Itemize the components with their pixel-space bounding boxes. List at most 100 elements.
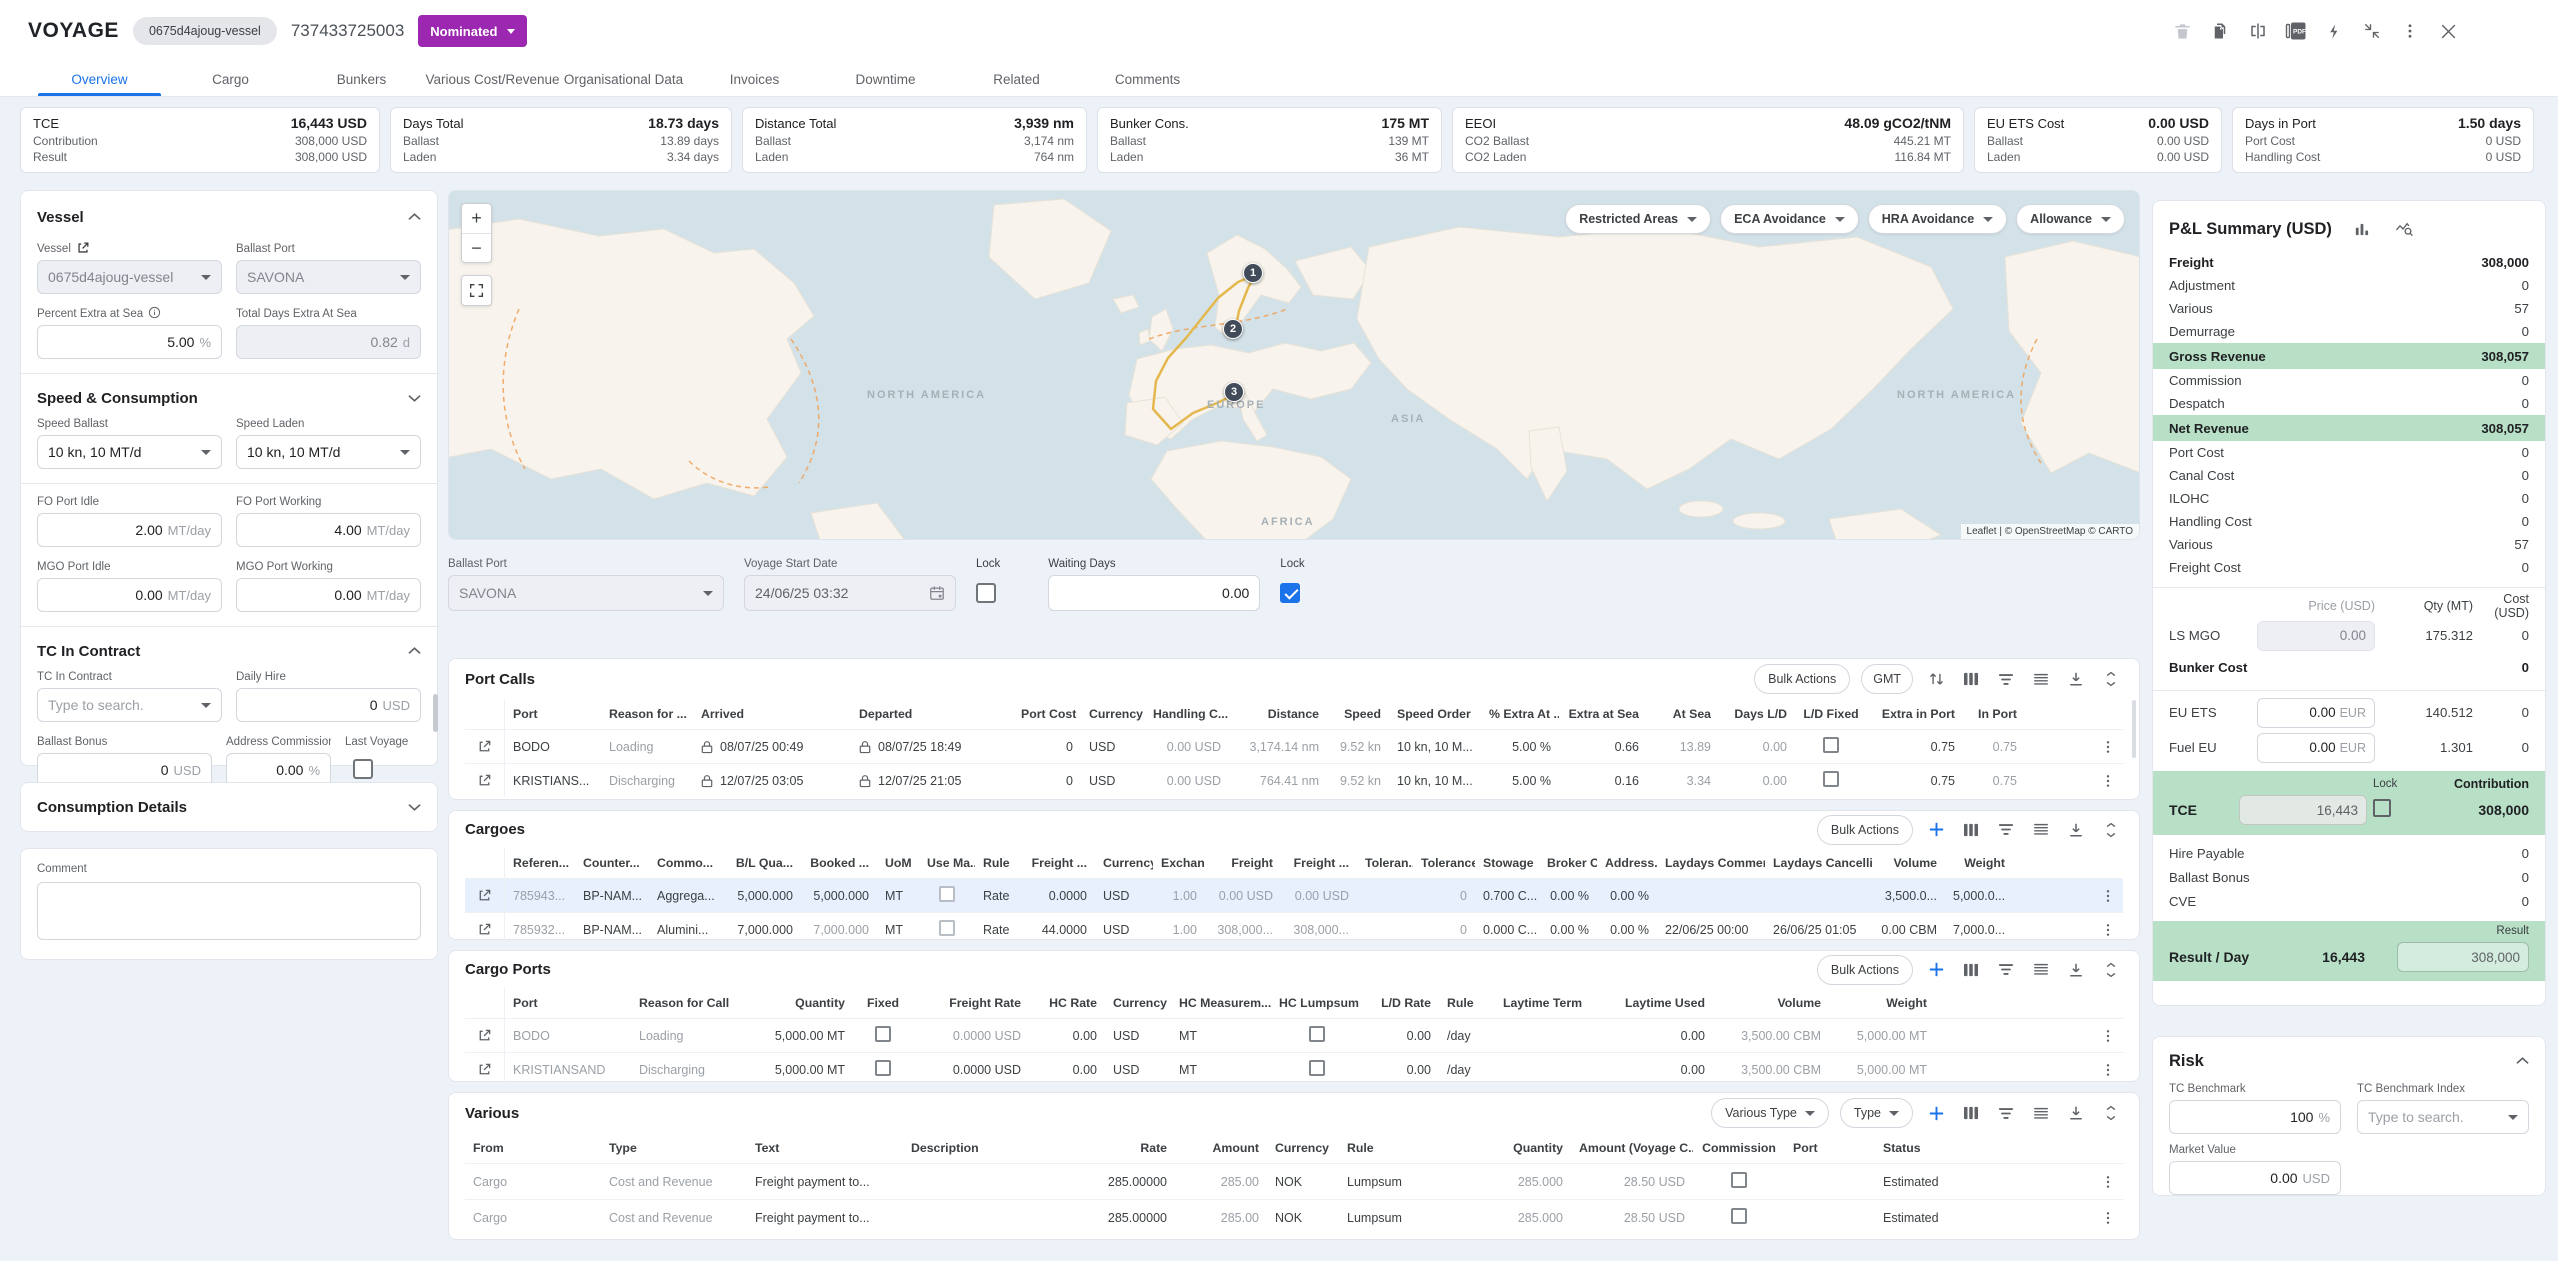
open-record-icon[interactable]	[465, 1053, 505, 1086]
collapse-window-icon[interactable]	[2360, 19, 2384, 43]
left-panel-scrollbar[interactable]	[433, 694, 438, 732]
voyage-start-date-input[interactable]: 24/06/25 03:32	[744, 575, 956, 611]
col-rule[interactable]: Rule	[1339, 1141, 1479, 1155]
tc-in-contract-select[interactable]: Type to search.	[37, 688, 222, 722]
col-rate[interactable]: Rate	[1049, 1141, 1175, 1155]
open-record-icon[interactable]	[465, 879, 505, 912]
add-various-icon[interactable]	[1924, 1101, 1948, 1125]
col-weight[interactable]: Weight	[1829, 996, 1935, 1010]
col-laydays-cancelling[interactable]: Laydays Cancelling	[1765, 856, 1873, 870]
download-icon[interactable]	[2064, 818, 2088, 842]
col-in-port[interactable]: In Port	[1963, 707, 2025, 721]
col-booked[interactable]: Booked ...	[801, 856, 877, 870]
ballast-port-select[interactable]: SAVONA	[236, 260, 421, 294]
type-dropdown[interactable]: Type	[1840, 1098, 1913, 1128]
row-density-icon[interactable]	[2029, 667, 2053, 691]
various-row[interactable]: Cargo Cost and Revenue Freight payment t…	[465, 1199, 2123, 1235]
col-extra-in-port[interactable]: Extra in Port	[1867, 707, 1963, 721]
quick-actions-icon[interactable]	[2322, 19, 2346, 43]
col-stowage[interactable]: Stowage	[1475, 856, 1539, 870]
col-exchange[interactable]: Exchan...	[1153, 856, 1205, 870]
col-reference[interactable]: Referen...	[505, 856, 575, 870]
ld-fixed-checkbox[interactable]	[1823, 737, 1839, 753]
tc-benchmark-index-select[interactable]: Type to search.	[2357, 1100, 2529, 1134]
col-port-cost[interactable]: Port Cost	[1013, 707, 1081, 721]
start-date-lock-checkbox[interactable]	[976, 583, 996, 603]
col-weight[interactable]: Weight	[1945, 856, 2013, 870]
compare-icon[interactable]	[2246, 19, 2270, 43]
row-menu-icon[interactable]	[2093, 1174, 2123, 1190]
table-scrollbar[interactable]	[2132, 700, 2136, 758]
col-commodity[interactable]: Commo...	[649, 856, 723, 870]
collapse-table-icon[interactable]	[2099, 958, 2123, 982]
col-freight-2[interactable]: Freight ...	[1281, 856, 1357, 870]
col-speed-order[interactable]: Speed Order	[1389, 707, 1481, 721]
percent-extra-input[interactable]: 5.00%	[37, 325, 222, 359]
row-menu-icon[interactable]	[2093, 739, 2123, 755]
hc-lumpsum-checkbox[interactable]	[1309, 1026, 1325, 1042]
col-text[interactable]: Text	[747, 1141, 903, 1155]
ballast-port-select[interactable]: SAVONA	[448, 575, 724, 611]
fo-port-working-input[interactable]: 4.00MT/day	[236, 513, 421, 547]
daily-hire-input[interactable]: 0USD	[236, 688, 421, 722]
col-days-ld[interactable]: Days L/D	[1719, 707, 1795, 721]
port-call-row[interactable]: BODO Loading 08/07/25 00:49 08/07/25 18:…	[465, 729, 2123, 763]
cargo-port-row[interactable]: BODO Loading 5,000.00 MT 0.0000 USD 0.00…	[465, 1018, 2123, 1052]
col-hc-measurement[interactable]: HC Measurem...	[1171, 996, 1271, 1010]
col-bl-quantity[interactable]: B/L Qua...	[723, 856, 801, 870]
add-cargo-icon[interactable]	[1924, 818, 1948, 842]
market-value-input[interactable]: 0.00USD	[2169, 1161, 2341, 1195]
commission-checkbox[interactable]	[1731, 1208, 1747, 1224]
col-reason-for-call[interactable]: Reason for Call	[631, 996, 747, 1010]
col-speed[interactable]: Speed	[1327, 707, 1389, 721]
status-badge-dropdown[interactable]: Nominated	[418, 15, 527, 47]
duplicate-icon[interactable]	[2208, 19, 2232, 43]
delete-icon[interactable]	[2170, 19, 2194, 43]
col-currency[interactable]: Currency	[1267, 1141, 1339, 1155]
col-commission[interactable]: Commission	[1693, 1141, 1785, 1155]
info-icon[interactable]	[148, 306, 161, 322]
fixed-checkbox[interactable]	[875, 1026, 891, 1042]
timezone-button[interactable]: GMT	[1861, 664, 1913, 694]
filter-icon[interactable]	[1994, 818, 2018, 842]
collapse-section-icon[interactable]	[408, 647, 421, 655]
route-map[interactable]: NORTH AMERICA EUROPE ASIA AFRICA NORTH A…	[448, 190, 2140, 540]
row-menu-icon[interactable]	[2093, 773, 2123, 789]
col-amount-voyage[interactable]: Amount (Voyage C...	[1571, 1141, 1693, 1155]
port-call-row[interactable]: KRISTIANS... Discharging 12/07/25 03:05 …	[465, 763, 2123, 797]
commission-checkbox[interactable]	[1731, 1172, 1747, 1188]
col-tolerance[interactable]: Tolerance	[1413, 856, 1475, 870]
comment-textarea[interactable]	[37, 882, 421, 940]
col-currency[interactable]: Currency	[1095, 856, 1153, 870]
col-status[interactable]: Status	[1875, 1141, 1981, 1155]
collapse-table-icon[interactable]	[2099, 818, 2123, 842]
col-rule[interactable]: Rule	[1439, 996, 1495, 1010]
col-port[interactable]: Port	[1785, 1141, 1875, 1155]
mgo-port-idle-input[interactable]: 0.00MT/day	[37, 578, 222, 612]
speed-laden-select[interactable]: 10 kn, 10 MT/d	[236, 435, 421, 469]
col-arrived[interactable]: Arrived	[693, 707, 851, 721]
row-menu-icon[interactable]	[2093, 1062, 2123, 1078]
hra-avoidance-dropdown[interactable]: HRA Avoidance	[1868, 204, 2007, 234]
col-at-sea[interactable]: At Sea	[1647, 707, 1719, 721]
download-icon[interactable]	[2064, 1101, 2088, 1125]
col-volume[interactable]: Volume	[1873, 856, 1945, 870]
row-menu-icon[interactable]	[2093, 1210, 2123, 1226]
col-hc-lumpsum[interactable]: HC Lumpsum	[1271, 996, 1363, 1010]
col-pct-extra[interactable]: % Extra At ...	[1481, 707, 1559, 721]
col-quantity[interactable]: Quantity	[747, 996, 853, 1010]
col-distance[interactable]: Distance	[1229, 707, 1327, 721]
bar-chart-icon[interactable]	[2350, 217, 2374, 241]
col-freight-rate[interactable]: Freight ...	[1023, 856, 1095, 870]
col-port[interactable]: Port	[505, 707, 601, 721]
tc-benchmark-input[interactable]: 100%	[2169, 1100, 2341, 1134]
fit-bounds-button[interactable]	[461, 275, 492, 306]
tab-bunkers[interactable]: Bunkers	[296, 62, 427, 96]
open-vessel-icon[interactable]	[76, 241, 90, 257]
collapse-table-icon[interactable]	[2099, 1101, 2123, 1125]
columns-icon[interactable]	[1959, 958, 1983, 982]
chart-analyze-icon[interactable]	[2392, 217, 2416, 241]
tab-overview[interactable]: Overview	[34, 62, 165, 96]
cargo-port-row[interactable]: KRISTIANSAND Discharging 5,000.00 MT 0.0…	[465, 1052, 2123, 1086]
port-marker-1[interactable]: 1	[1243, 263, 1263, 283]
